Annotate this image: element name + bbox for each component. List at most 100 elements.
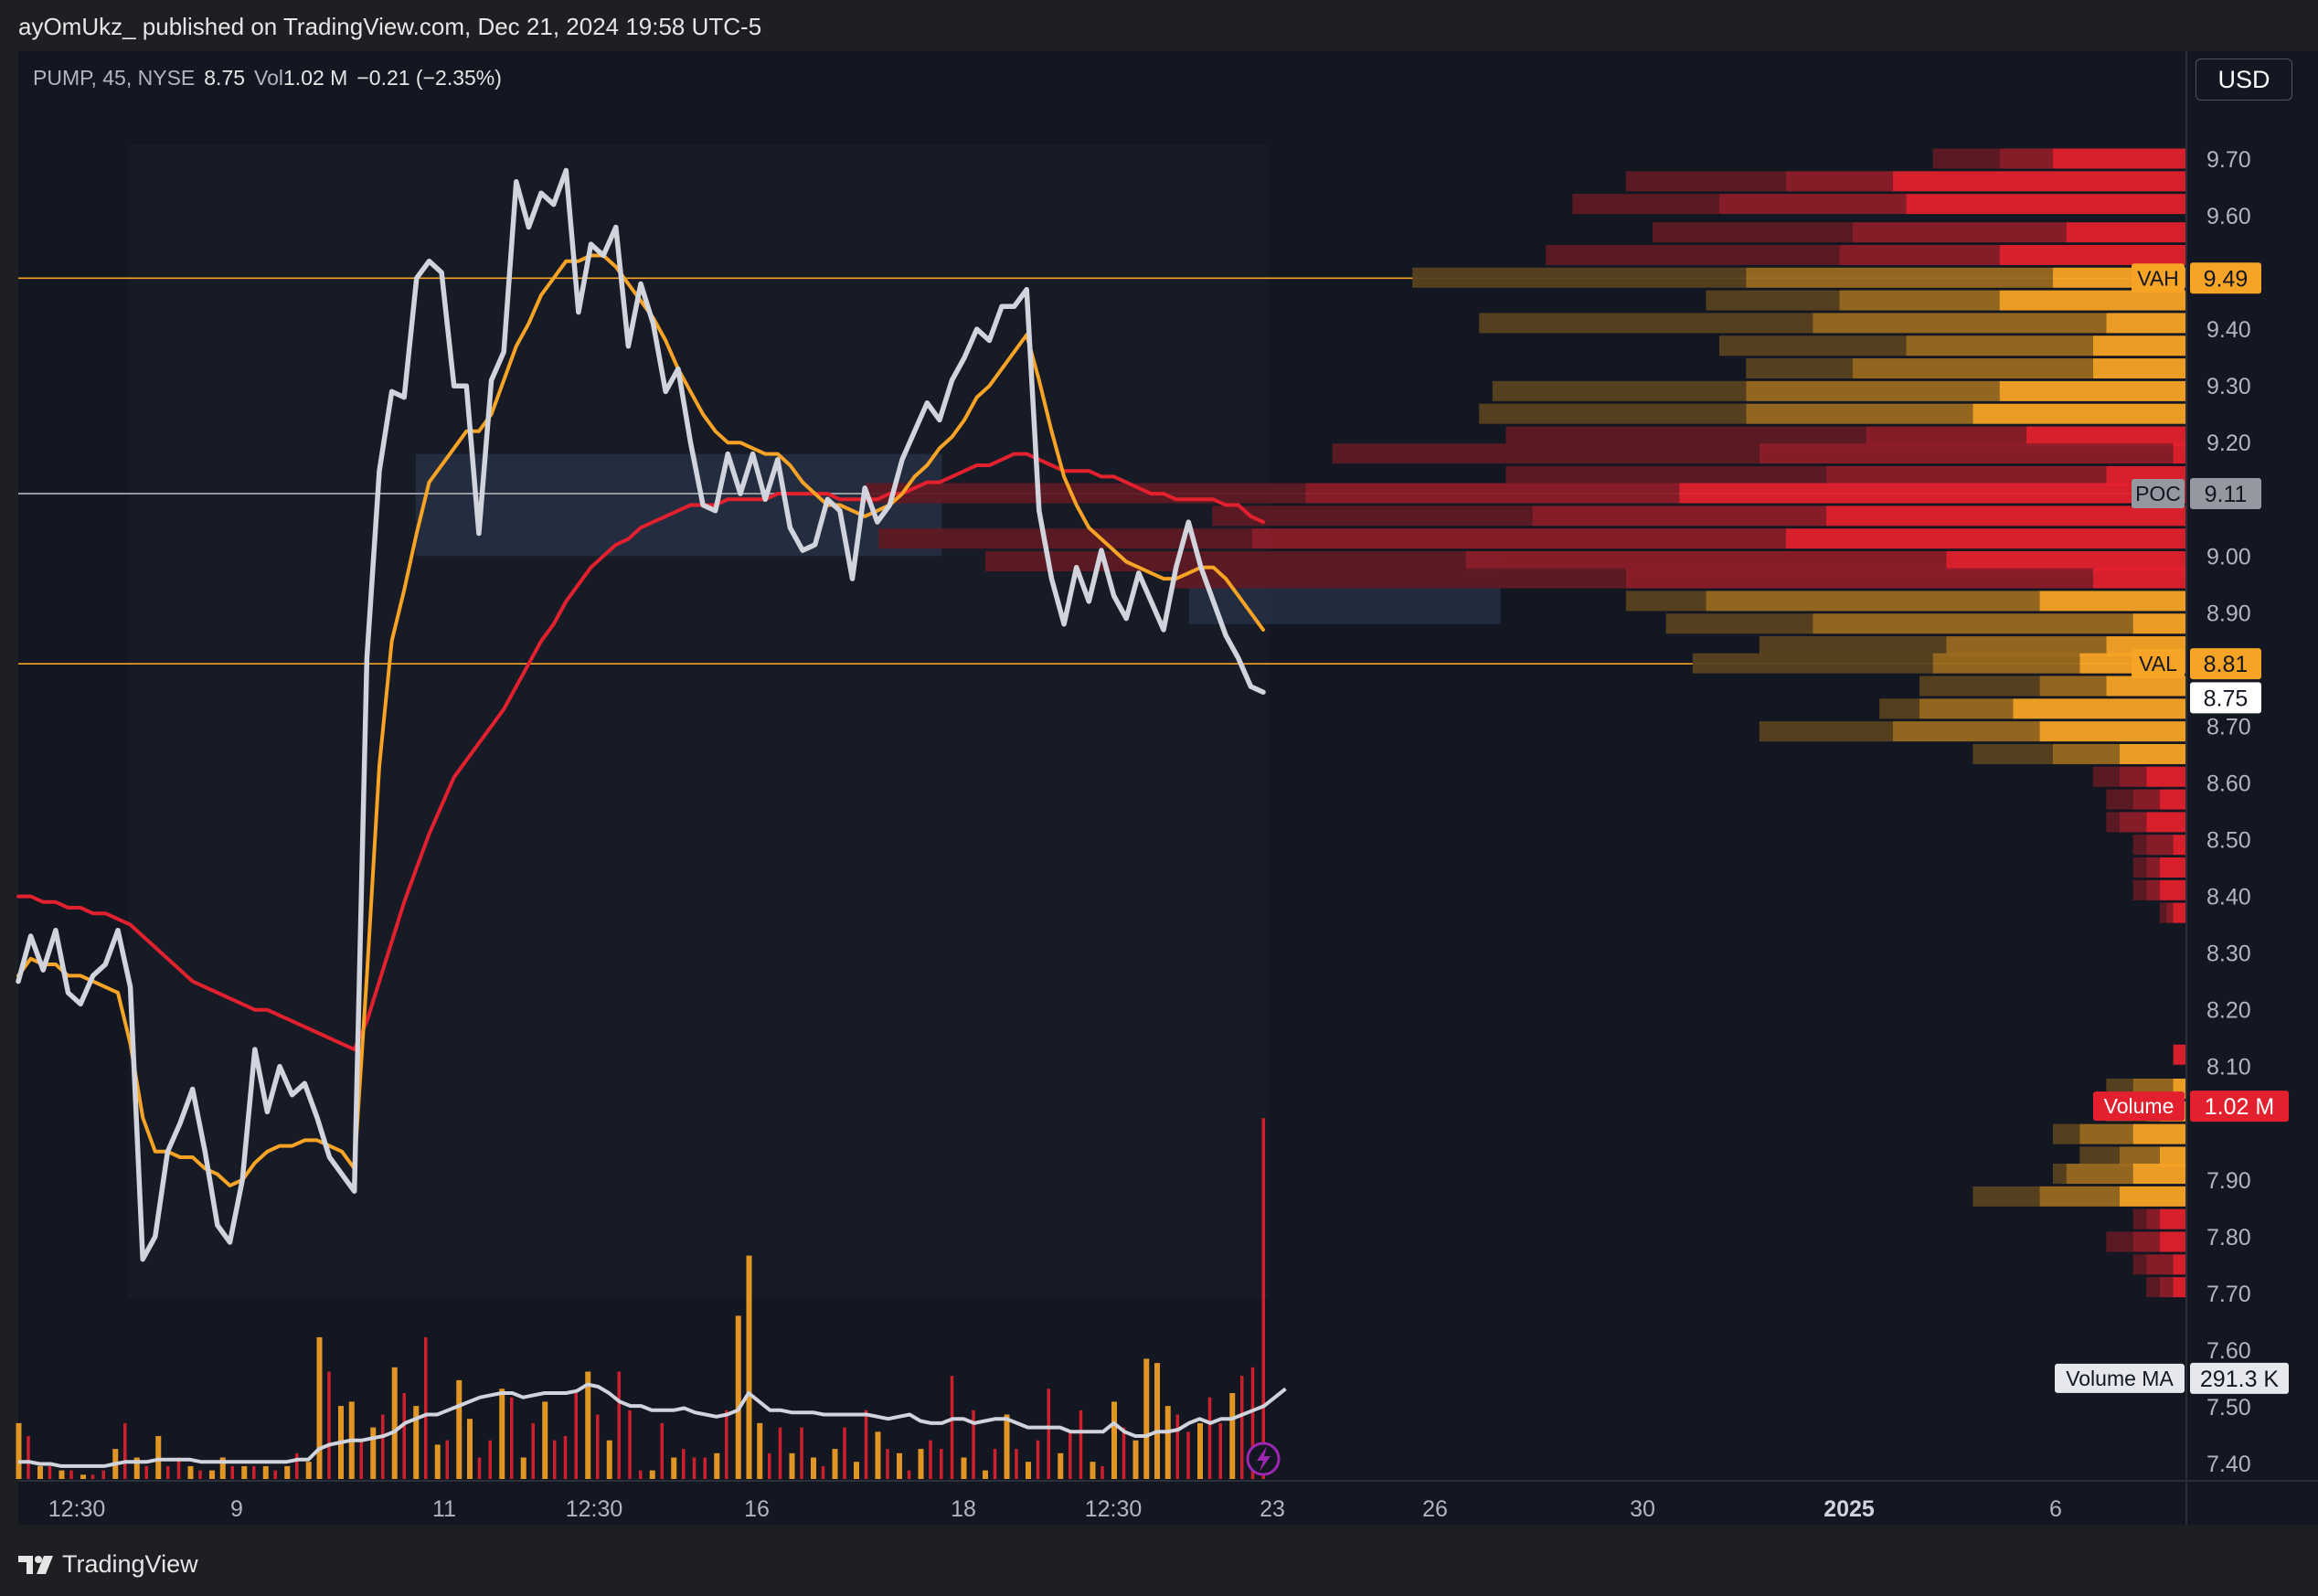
price-line[interactable]	[16, 167, 1266, 1262]
time-tick-label: 12:30	[48, 1496, 106, 1522]
price-tick-label: 9.30	[2206, 374, 2251, 399]
vp-seg-33-1	[2146, 879, 2160, 900]
volume-bar	[768, 1452, 771, 1479]
zone-box-0[interactable]	[415, 453, 942, 557]
vp-seg-39-0	[2079, 1146, 2120, 1167]
vp-seg-19-2	[2092, 568, 2186, 589]
price-tick-label: 8.40	[2206, 885, 2251, 910]
volume-bar	[1250, 1367, 1255, 1479]
volume-bar	[166, 1465, 170, 1479]
volume-bar	[1207, 1397, 1212, 1479]
volume-bar	[90, 1474, 95, 1479]
vp-seg-10-0	[1492, 380, 1747, 401]
vp-seg-25-0	[1879, 698, 1919, 719]
volume-bar	[1079, 1410, 1083, 1479]
volume-bar	[219, 1457, 226, 1479]
vp-seg-11-1	[1746, 403, 1973, 424]
badge-label-bg	[2132, 649, 2185, 679]
vp-seg-12-0	[1505, 426, 1866, 447]
volume-bar	[1122, 1427, 1126, 1479]
vp-seg-29-0	[2106, 789, 2133, 810]
vp-seg-3-0	[1653, 222, 1853, 243]
vp-seg-0-2	[2053, 148, 2186, 169]
vp-seg-32-0	[2132, 857, 2147, 878]
price-tick-label: 9.20	[2206, 431, 2251, 456]
axis-layer: 9.70 9.60 9.40 9.30 9.20 9.00 8.90 8.70 8.60 8.50…	[18, 51, 2318, 1525]
volume-bar	[596, 1414, 600, 1479]
vp-seg-18-1	[1465, 551, 1947, 572]
brand[interactable]: TradingView	[18, 1550, 198, 1579]
volume-bar	[101, 1470, 105, 1479]
vp-seg-45-0	[2146, 1277, 2160, 1298]
vp-seg-27-1	[2053, 743, 2120, 764]
badge-value-bg	[2190, 1362, 2289, 1394]
vp-seg-7-2	[2106, 313, 2186, 334]
volume-bar	[1229, 1393, 1236, 1479]
vp-seg-1-2	[1892, 171, 2186, 192]
volume-bar	[553, 1440, 557, 1479]
volume-ma-line	[18, 1382, 1287, 1468]
volume-bar	[821, 1465, 825, 1479]
vp-seg-15-1	[1305, 483, 1680, 504]
volume-bar	[735, 1315, 741, 1479]
badge-value: 8.75	[2204, 686, 2249, 711]
vp-seg-1-0	[1625, 171, 1786, 192]
volume-bar	[660, 1422, 664, 1479]
volume-bar	[983, 1470, 988, 1479]
badge-label-bg	[2055, 1363, 2185, 1393]
volume-bar	[778, 1427, 782, 1479]
volume-bar	[746, 1255, 752, 1479]
volume-bar	[1197, 1422, 1203, 1479]
slow-ma-line[interactable]	[16, 452, 1265, 1052]
vp-seg-13-1	[1759, 443, 2174, 464]
vp-seg-40-1	[2066, 1164, 2133, 1185]
publisher-text: ayOmUkz_ published on TradingView.com, D…	[18, 13, 762, 40]
vp-seg-0-1	[1999, 148, 2053, 169]
volume-bar	[789, 1452, 795, 1479]
vp-seg-38-0	[2053, 1123, 2080, 1144]
volume-bar	[714, 1452, 720, 1479]
vp-seg-0-0	[1932, 148, 2000, 169]
price-axis[interactable]	[2186, 51, 2318, 1525]
volume-bar	[477, 1457, 482, 1479]
volume-bar	[907, 1470, 911, 1479]
price-tick-label: 7.80	[2206, 1225, 2251, 1250]
vp-seg-8-2	[2092, 335, 2186, 356]
vp-seg-2-0	[1572, 194, 1719, 215]
fast-ma-line[interactable]	[16, 253, 1265, 1187]
volume-bar	[133, 1457, 140, 1479]
vp-seg-26-2	[2039, 721, 2186, 742]
currency-button[interactable]: USD	[2196, 59, 2292, 101]
vp-seg-41-1	[2039, 1186, 2120, 1207]
volume-profile-layer	[865, 148, 2186, 1298]
lightning-icon[interactable]	[1246, 1442, 1281, 1476]
vp-seg-35-0	[2173, 1044, 2174, 1065]
vp-seg-11-0	[1479, 403, 1747, 424]
vp-seg-19-0	[1172, 568, 1626, 589]
price-tick-label: 8.20	[2206, 998, 2251, 1024]
vp-seg-42-2	[2159, 1208, 2186, 1229]
volume-bar	[993, 1449, 997, 1479]
volume-bar	[854, 1462, 859, 1479]
vp-seg-33-0	[2132, 879, 2147, 900]
time-tick-label: 26	[1422, 1496, 1448, 1522]
volume-bar	[316, 1336, 323, 1479]
volume-bar	[1111, 1401, 1117, 1479]
time-tick-label: 23	[1260, 1496, 1285, 1522]
volume-bar	[510, 1397, 514, 1479]
volume-bar	[961, 1457, 967, 1479]
vp-seg-40-2	[2132, 1164, 2186, 1185]
vp-seg-6-0	[1706, 290, 1840, 311]
vp-seg-42-1	[2146, 1208, 2160, 1229]
vp-seg-43-2	[2159, 1231, 2186, 1252]
vp-seg-18-2	[1946, 551, 2186, 572]
vp-seg-29-1	[2132, 789, 2160, 810]
time-tick-label: 2025	[1824, 1496, 1875, 1522]
price-tick-label: 8.70	[2206, 714, 2251, 739]
legend-symbol: PUMP, 45, NYSE	[33, 66, 196, 90]
volume-bar	[262, 1465, 269, 1479]
vp-seg-41-2	[2120, 1186, 2186, 1207]
vp-seg-3-1	[1853, 222, 2067, 243]
volume-bar	[1164, 1406, 1171, 1479]
